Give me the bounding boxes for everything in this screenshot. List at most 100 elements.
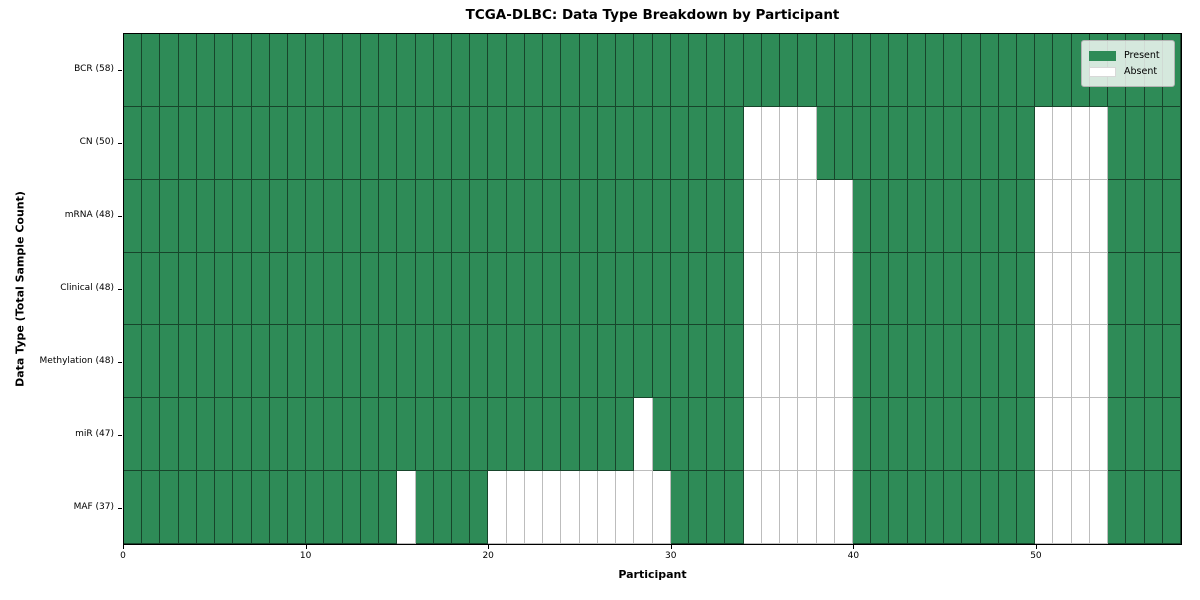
heatmap-cell: [725, 179, 744, 253]
heatmap-cell: [397, 106, 416, 180]
heatmap-cell: [215, 34, 234, 107]
heatmap-cell: [1144, 179, 1163, 253]
heatmap-cell: [1035, 34, 1054, 107]
heatmap-cell: [160, 471, 179, 544]
heatmap-cell: [233, 471, 252, 544]
heatmap-cell: [1035, 106, 1054, 180]
heatmap-cell: [379, 34, 398, 107]
heatmap-cell: [944, 471, 963, 544]
heatmap-cell: [1016, 325, 1036, 399]
heatmap-cell: [980, 325, 999, 399]
heatmap-cell: [761, 471, 781, 544]
heatmap-cell: [415, 34, 434, 107]
legend-item-absent: Absent: [1089, 64, 1167, 79]
heatmap-cell: [1108, 252, 1127, 326]
heatmap-cell: [616, 325, 635, 399]
heatmap-cell: [397, 325, 416, 399]
heatmap-cell: [360, 471, 380, 544]
heatmap-cell: [124, 34, 143, 107]
heatmap-cell: [433, 398, 453, 472]
heatmap-cell: [379, 398, 398, 472]
heatmap-cell: [579, 252, 598, 326]
heatmap-cell: [1053, 471, 1072, 544]
heatmap-cell: [925, 106, 945, 180]
heatmap-cell: [780, 179, 799, 253]
heatmap-cell: [1162, 471, 1181, 544]
heatmap-cell: [269, 325, 289, 399]
heatmap-cell: [852, 106, 872, 180]
heatmap-cell: [725, 106, 744, 180]
heatmap-cell: [688, 398, 708, 472]
heatmap-cell: [397, 471, 416, 544]
heatmap-cell: [725, 398, 744, 472]
heatmap-cell: [616, 179, 635, 253]
heatmap-cell: [1162, 252, 1181, 326]
heatmap-cell: [707, 471, 726, 544]
heatmap-cell: [688, 325, 708, 399]
heatmap-cell: [871, 34, 890, 107]
heatmap-cell: [634, 471, 653, 544]
heatmap-cell: [707, 179, 726, 253]
heatmap-cell: [871, 471, 890, 544]
heatmap-cell: [433, 34, 453, 107]
heatmap-cell: [342, 34, 361, 107]
heatmap-cell: [452, 179, 471, 253]
y-tick-label: MAF (37): [73, 502, 114, 513]
heatmap-cell: [998, 34, 1017, 107]
heatmap-cell: [342, 106, 361, 180]
heatmap-cell: [634, 252, 653, 326]
heatmap-cell: [634, 398, 653, 472]
heatmap-cell: [269, 179, 289, 253]
heatmap-cell: [1108, 325, 1127, 399]
heatmap-cell: [998, 179, 1017, 253]
heatmap-cell: [1016, 398, 1036, 472]
present-swatch-icon: [1089, 50, 1116, 61]
heatmap-cell: [688, 106, 708, 180]
heatmap-cell: [397, 34, 416, 107]
heatmap-cell: [269, 106, 289, 180]
heatmap-cell: [579, 179, 598, 253]
heatmap-cell: [306, 471, 325, 544]
heatmap-cell: [597, 34, 617, 107]
heatmap-cell: [871, 325, 890, 399]
heatmap-cell: [251, 179, 270, 253]
heatmap-cell: [670, 34, 689, 107]
heatmap-cell: [379, 106, 398, 180]
x-tick-mark: [305, 545, 307, 549]
heatmap-cell: [944, 34, 963, 107]
heatmap-cell: [834, 471, 853, 544]
heatmap-cell: [470, 106, 489, 180]
heatmap-cell: [397, 252, 416, 326]
heatmap-cell: [1108, 106, 1127, 180]
y-tick-mark: [118, 289, 122, 290]
heatmap-cell: [269, 252, 289, 326]
heatmap-cell: [178, 471, 197, 544]
heatmap-cell: [251, 34, 270, 107]
heatmap-cell: [688, 252, 708, 326]
chart-title: TCGA-DLBC: Data Type Breakdown by Partic…: [465, 7, 840, 23]
heatmap-cell: [871, 179, 890, 253]
heatmap-cell: [962, 471, 981, 544]
heatmap-cell: [725, 471, 744, 544]
heatmap-cell: [142, 471, 161, 544]
heatmap-cell: [944, 179, 963, 253]
heatmap-cell: [725, 252, 744, 326]
heatmap-cell: [1162, 398, 1181, 472]
heatmap-cell: [816, 179, 835, 253]
heatmap-cell: [980, 252, 999, 326]
heatmap-cell: [506, 34, 525, 107]
heatmap-cell: [579, 106, 598, 180]
heatmap-cell: [196, 106, 216, 180]
heatmap-cell: [962, 325, 981, 399]
x-tick-mark: [853, 545, 855, 549]
heatmap-cell: [1053, 179, 1072, 253]
heatmap-cell: [288, 34, 307, 107]
heatmap-cell: [269, 34, 289, 107]
heatmap-cell: [124, 179, 143, 253]
heatmap-cell: [616, 252, 635, 326]
heatmap-cell: [743, 252, 762, 326]
heatmap-cell: [1144, 106, 1163, 180]
heatmap-cell: [907, 34, 926, 107]
heatmap-cell: [1035, 252, 1054, 326]
heatmap-cell: [360, 34, 380, 107]
